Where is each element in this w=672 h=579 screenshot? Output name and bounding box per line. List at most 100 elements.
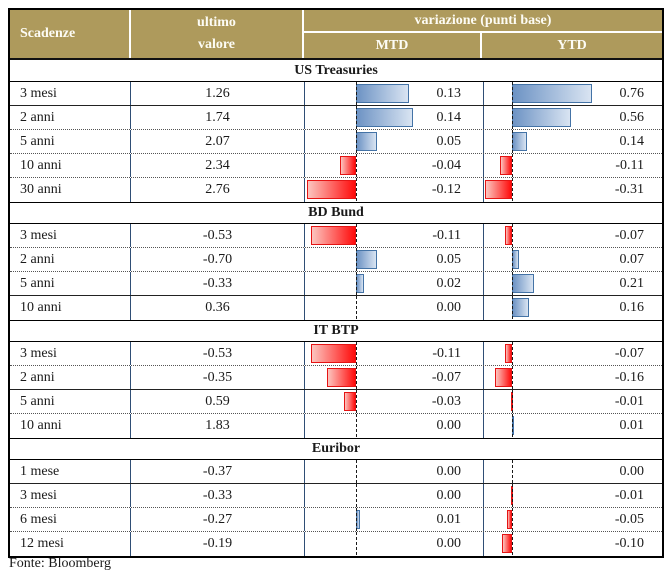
table-row: 3 mesi -0.33 0.00 -0.01 [10, 484, 662, 508]
mtd-variation-cell: -0.12 [305, 178, 484, 202]
zero-baseline [512, 460, 513, 483]
zero-baseline [356, 508, 357, 531]
ytd-variation-cell: -0.10 [484, 532, 659, 556]
ytd-variation-cell: -0.07 [484, 224, 659, 247]
table-row: 30 anni 2.76 -0.12 -0.31 [10, 178, 662, 202]
negative-bar [504, 226, 512, 245]
table-row: 2 anni -0.35 -0.07 -0.16 [10, 366, 662, 390]
ytd-variation-cell: -0.31 [484, 178, 659, 202]
mtd-value: -0.11 [432, 345, 461, 361]
mtd-value: 0.00 [436, 418, 462, 433]
last-value: -0.70 [131, 248, 305, 271]
header-ultimo-line2: valore [197, 37, 236, 52]
table-row: 10 anni 0.36 0.00 0.16 [10, 296, 662, 320]
header-variazione-subrow: MTD YTD [304, 33, 662, 58]
table-row: 1 mese -0.37 0.00 0.00 [10, 460, 662, 484]
mtd-value: 0.02 [436, 275, 462, 291]
mtd-variation-cell: 0.00 [305, 532, 484, 556]
zero-baseline [512, 106, 513, 129]
header-ultimo-line1: ultimo [197, 15, 236, 30]
mtd-value: -0.07 [431, 369, 461, 385]
zero-baseline [356, 130, 357, 153]
negative-bar [495, 368, 512, 387]
maturity-label: 5 anni [10, 272, 131, 295]
ytd-variation-cell: 0.14 [484, 130, 659, 153]
maturity-label: 10 anni [10, 296, 131, 320]
mtd-value: 0.00 [436, 487, 462, 503]
mtd-variation-cell: 0.00 [305, 484, 484, 507]
last-value: 2.07 [131, 130, 305, 153]
positive-bar [512, 298, 529, 317]
mtd-variation-cell: -0.11 [305, 224, 484, 247]
negative-bar [501, 534, 512, 553]
maturity-label: 5 anni [10, 390, 131, 413]
ytd-variation-cell: -0.07 [484, 342, 659, 365]
positive-bar [512, 84, 592, 103]
mtd-value: 0.13 [436, 85, 462, 101]
mtd-value: 0.05 [436, 251, 462, 267]
maturity-label: 6 mesi [10, 508, 131, 531]
table-row: 2 anni 1.74 0.14 0.56 [10, 106, 662, 130]
ytd-variation-cell: -0.11 [484, 154, 659, 177]
ytd-value: -0.01 [614, 487, 644, 503]
ytd-variation-cell: 0.01 [484, 414, 659, 438]
negative-bar [504, 344, 512, 363]
header-mtd: MTD [304, 33, 482, 58]
ytd-variation-cell: 0.76 [484, 82, 659, 105]
last-value: 2.76 [131, 178, 305, 202]
ytd-variation-cell: -0.05 [484, 508, 659, 531]
maturity-label: 1 mese [10, 460, 131, 483]
maturity-label: 10 anni [10, 414, 131, 438]
header-variazione-group: variazione (punti base) MTD YTD [304, 10, 662, 58]
last-value: 1.83 [131, 414, 305, 438]
ytd-variation-cell: -0.01 [484, 390, 659, 413]
mtd-variation-cell: 0.05 [305, 130, 484, 153]
zero-baseline [356, 106, 357, 129]
zero-baseline [512, 272, 513, 295]
ytd-variation-cell: 0.16 [484, 296, 659, 320]
rates-table: Scadenze ultimo valore variazione (punti… [8, 8, 664, 558]
last-value: -0.33 [131, 484, 305, 507]
positive-bar [512, 132, 527, 151]
source-note: Fonte: Bloomberg [9, 556, 112, 571]
ytd-variation-cell: 0.21 [484, 272, 659, 295]
zero-baseline [512, 366, 513, 389]
mtd-variation-cell: 0.14 [305, 106, 484, 129]
positive-bar [356, 250, 377, 269]
negative-bar [500, 156, 512, 175]
mtd-variation-cell: 0.00 [305, 414, 484, 438]
zero-baseline [356, 296, 357, 320]
last-value: -0.19 [131, 532, 305, 556]
last-value: -0.53 [131, 224, 305, 247]
table-row: 10 anni 2.34 -0.04 -0.11 [10, 154, 662, 178]
mtd-variation-cell: -0.07 [305, 366, 484, 389]
mtd-variation-cell: 0.00 [305, 460, 484, 483]
table-row: 10 anni 1.83 0.00 0.01 [10, 414, 662, 438]
section-title: US Treasuries [10, 60, 662, 82]
section-title: BD Bund [10, 202, 662, 224]
zero-baseline [356, 248, 357, 271]
header-ytd: YTD [557, 37, 587, 53]
maturity-label: 30 anni [10, 178, 131, 202]
mtd-value: 0.00 [436, 463, 462, 479]
negative-bar [339, 156, 356, 175]
zero-baseline [356, 224, 357, 247]
zero-baseline [356, 154, 357, 177]
table-row: 5 anni -0.33 0.02 0.21 [10, 272, 662, 296]
zero-baseline [512, 508, 513, 531]
table-row: 6 mesi -0.27 0.01 -0.05 [10, 508, 662, 532]
zero-baseline [512, 484, 513, 507]
negative-bar [327, 368, 356, 387]
ytd-value: -0.05 [614, 511, 644, 527]
zero-baseline [356, 366, 357, 389]
ytd-value: -0.11 [615, 157, 644, 173]
last-value: -0.53 [131, 342, 305, 365]
zero-baseline [512, 178, 513, 202]
negative-bar [310, 344, 356, 363]
zero-baseline [356, 272, 357, 295]
mtd-value: 0.01 [436, 511, 462, 527]
mtd-variation-cell: 0.13 [305, 82, 484, 105]
mtd-variation-cell: 0.01 [305, 508, 484, 531]
mtd-variation-cell: -0.04 [305, 154, 484, 177]
header-ultimo-valore: ultimo valore [131, 10, 304, 58]
